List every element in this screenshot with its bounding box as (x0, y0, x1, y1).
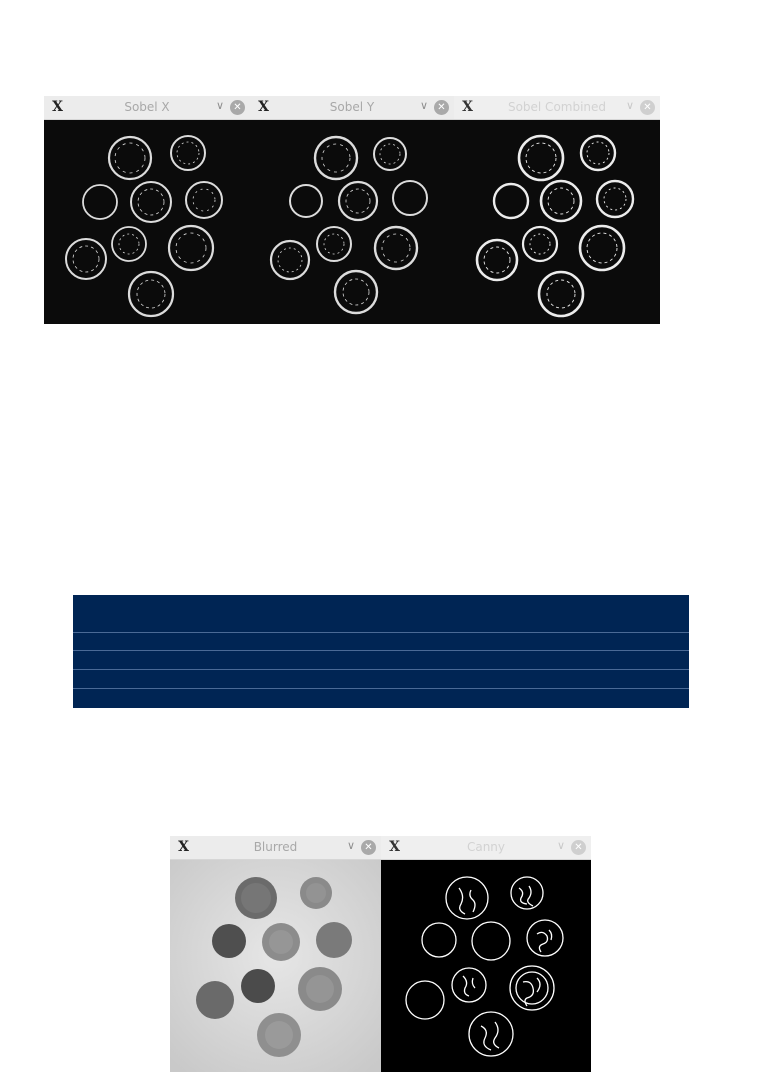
window-canny[interactable]: X Canny ∨ ✕ (381, 836, 591, 1072)
chevron-down-icon[interactable]: ∨ (556, 839, 565, 852)
titlebar[interactable]: X Sobel Combined ∨ ✕ (454, 96, 660, 120)
chevron-down-icon[interactable]: ∨ (419, 99, 428, 112)
canny-image (381, 860, 591, 1072)
table-header-row (73, 595, 689, 633)
window-title: Sobel Y (329, 100, 375, 114)
close-icon[interactable]: ✕ (571, 840, 586, 855)
x11-logo-icon[interactable]: X (462, 99, 473, 115)
close-icon[interactable]: ✕ (361, 840, 376, 855)
sobel-y-canvas (250, 120, 454, 324)
close-icon[interactable]: ✕ (434, 100, 449, 115)
titlebar[interactable]: X Sobel X ∨ ✕ (44, 96, 250, 120)
window-sobel-y[interactable]: X Sobel Y ∨ ✕ (250, 96, 454, 324)
blurred-canvas (170, 860, 381, 1072)
chevron-down-icon[interactable]: ∨ (625, 99, 634, 112)
x11-logo-icon[interactable]: X (52, 99, 63, 115)
titlebar[interactable]: X Canny ∨ ✕ (381, 836, 591, 860)
window-sobel-x[interactable]: X Sobel X ∨ ✕ (44, 96, 250, 324)
titlebar[interactable]: X Blurred ∨ ✕ (170, 836, 381, 860)
titlebar[interactable]: X Sobel Y ∨ ✕ (250, 96, 454, 120)
table-row (73, 651, 689, 670)
table-row (73, 689, 689, 707)
x11-logo-icon[interactable]: X (389, 839, 400, 855)
canny-canvas (381, 860, 591, 1072)
window-title: Sobel Combined (507, 100, 607, 114)
blurred-image (170, 860, 381, 1072)
chevron-down-icon[interactable]: ∨ (215, 99, 224, 112)
x11-logo-icon[interactable]: X (258, 99, 269, 115)
window-title: Blurred (253, 840, 298, 854)
sobel-combined-canvas (454, 120, 660, 324)
window-sobel-combined[interactable]: X Sobel Combined ∨ ✕ (454, 96, 660, 324)
table-row (73, 670, 689, 689)
window-title: Canny (466, 840, 506, 854)
sobel-x-image (44, 120, 250, 324)
close-icon[interactable]: ✕ (640, 100, 655, 115)
close-icon[interactable]: ✕ (230, 100, 245, 115)
x11-logo-icon[interactable]: X (178, 839, 189, 855)
table-row (73, 632, 689, 651)
sobel-x-canvas (44, 120, 250, 324)
sobel-y-image (250, 120, 454, 324)
chevron-down-icon[interactable]: ∨ (346, 839, 355, 852)
window-blurred[interactable]: X Blurred ∨ ✕ (170, 836, 381, 1072)
data-table (73, 595, 689, 708)
sobel-combined-image (454, 120, 660, 324)
window-title: Sobel X (124, 100, 170, 114)
